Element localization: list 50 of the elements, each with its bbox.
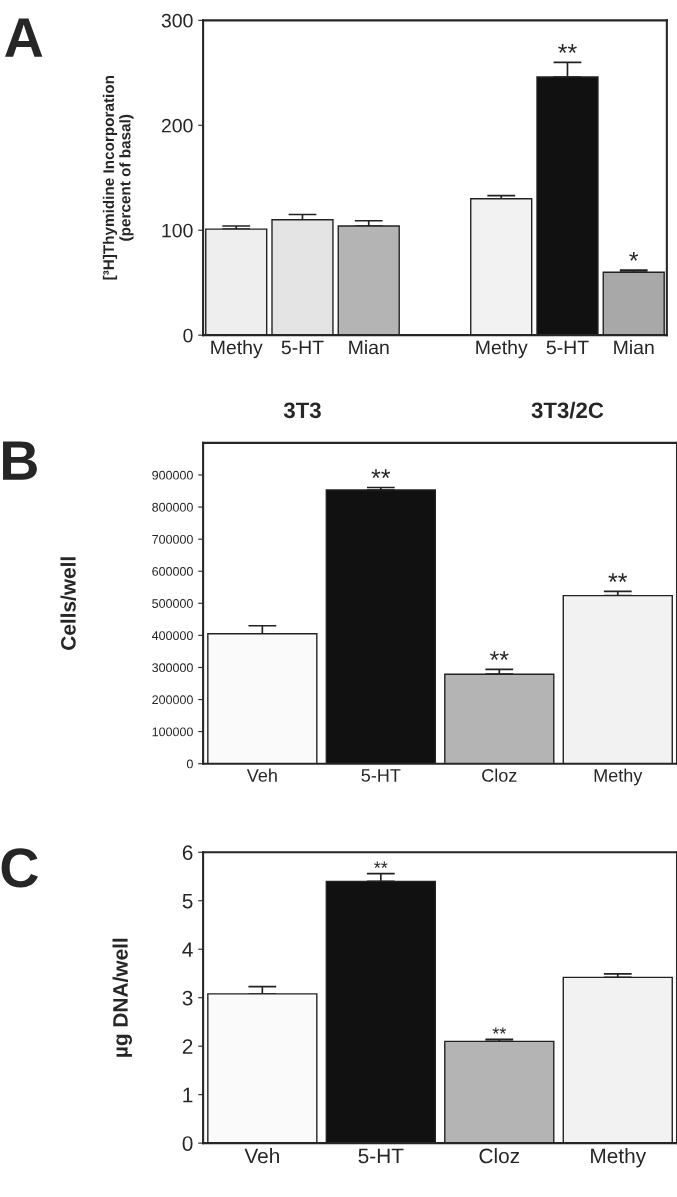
x-tick-label: Cloz xyxy=(482,768,517,782)
y-tick-label: 200 xyxy=(161,118,193,133)
chart-title: C xyxy=(1,848,38,888)
y-axis-title: Cells/well xyxy=(60,557,76,650)
x-tick-label: Veh xyxy=(244,1148,279,1164)
y-tick-label: 0 xyxy=(183,328,193,343)
text: 3T3 xyxy=(283,402,321,419)
x-tick-label: 5-HT xyxy=(546,340,589,355)
x-tick-label: Mian xyxy=(614,340,654,355)
y-tick-label: 900000 xyxy=(152,470,193,480)
x-tick-label: Methy xyxy=(594,768,643,786)
y-tick-label: 0 xyxy=(182,1136,193,1151)
x-tick-label: 5-HT xyxy=(361,769,401,782)
y-tick-label: 6 xyxy=(182,845,193,861)
x-tick-label: Veh xyxy=(246,768,277,782)
x-tick-label: Mian xyxy=(349,340,389,355)
x-tick-label: Methy xyxy=(211,340,263,359)
data-label: ** xyxy=(489,651,509,660)
data-label: ** xyxy=(492,1027,507,1034)
x-tick-label: 5-HT xyxy=(281,340,324,355)
x-tick-label: Methy xyxy=(476,340,528,359)
y-tick-label: 800000 xyxy=(152,502,193,512)
y-tick-label: 5 xyxy=(182,893,193,909)
y-tick-label: 700000 xyxy=(152,534,193,544)
data-label: ** xyxy=(374,861,388,868)
y-tick-label: 600000 xyxy=(152,567,193,576)
y-tick-label: 200000 xyxy=(152,695,193,705)
y-tick-label: 4 xyxy=(182,942,193,957)
chart-title: A xyxy=(5,18,43,57)
y-tick-label: 100000 xyxy=(152,727,193,737)
y-axis-title: [³H]Thymidine Incorporation (percent of basal) xyxy=(102,76,134,280)
data-label: ** xyxy=(558,44,577,53)
y-tick-label: 300 xyxy=(161,13,193,28)
y-tick-label: 300000 xyxy=(152,663,193,673)
x-tick-label: Methy xyxy=(591,1148,647,1168)
data-label: ** xyxy=(608,573,628,582)
y-tick-label: 500000 xyxy=(152,599,193,608)
y-tick-label: 3 xyxy=(182,990,193,1006)
y-tick-label: 1 xyxy=(183,1087,193,1103)
chart-title: B xyxy=(3,441,37,480)
y-tick-label: 0 xyxy=(186,759,193,769)
y-axis-title: µg DNA/well xyxy=(112,938,133,1057)
data-label: ** xyxy=(371,469,391,479)
y-tick-label: 400000 xyxy=(151,631,193,641)
y-tick-label: 2 xyxy=(182,1039,193,1054)
x-tick-label: 5-HT xyxy=(358,1148,404,1164)
x-tick-label: Cloz xyxy=(479,1148,520,1164)
y-tick-label: 100 xyxy=(162,223,193,238)
text: 3T3/2C xyxy=(531,401,604,419)
data-label: * xyxy=(629,251,639,261)
